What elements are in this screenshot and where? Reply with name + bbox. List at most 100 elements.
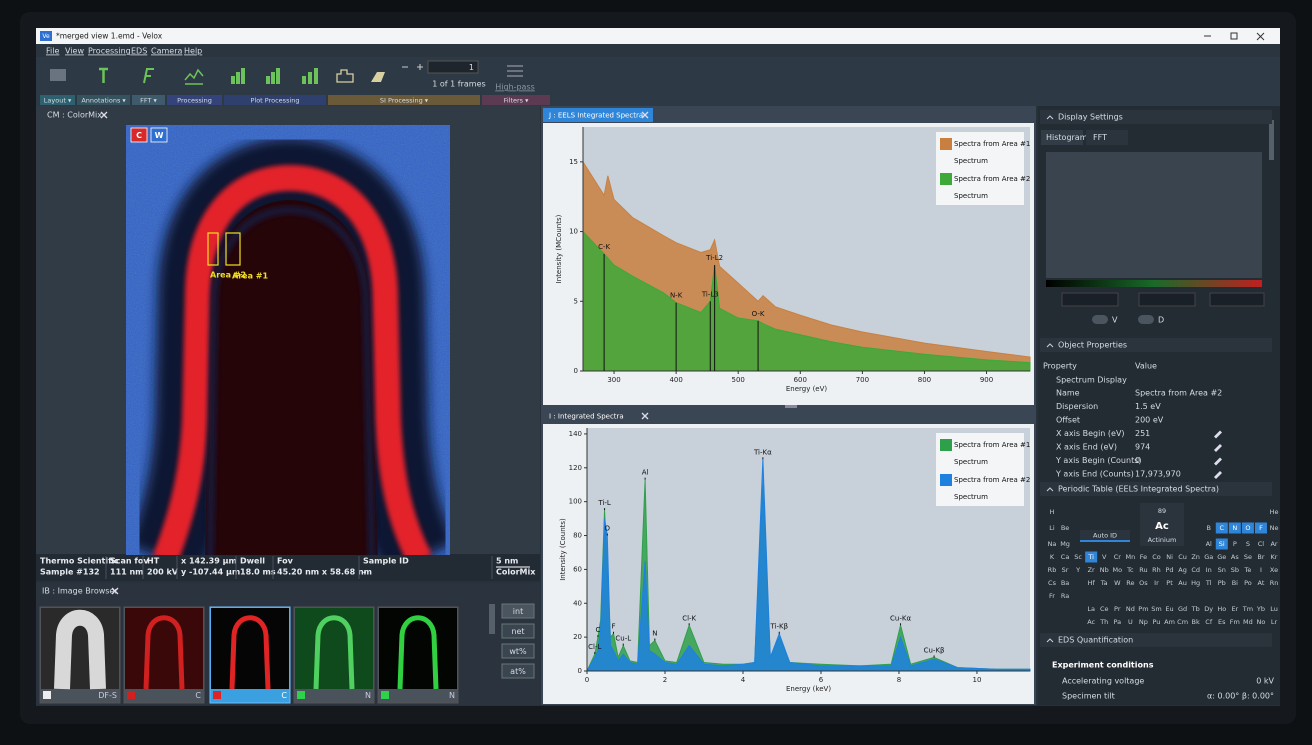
element[interactable]: Y [1075, 566, 1080, 574]
element[interactable]: Pa [1113, 618, 1121, 626]
element[interactable]: Ar [1270, 540, 1277, 548]
tool-icon[interactable] [271, 72, 275, 84]
element[interactable]: K [1050, 553, 1055, 561]
element[interactable]: Pm [1138, 605, 1148, 613]
input-field[interactable] [1210, 293, 1264, 306]
element[interactable]: Co [1152, 553, 1161, 561]
scrollbar[interactable] [489, 604, 495, 634]
element[interactable]: At [1258, 579, 1265, 587]
element[interactable]: Ir [1154, 579, 1159, 587]
element[interactable]: Pr [1114, 605, 1121, 613]
element[interactable]: Br [1257, 553, 1264, 561]
element[interactable]: Am [1164, 618, 1175, 626]
element[interactable]: Tm [1242, 605, 1253, 613]
element[interactable]: As [1231, 553, 1239, 561]
element[interactable]: In [1206, 566, 1212, 574]
element[interactable]: Ni [1166, 553, 1173, 561]
element[interactable]: Sr [1062, 566, 1069, 574]
element[interactable]: Nb [1100, 566, 1109, 574]
element[interactable]: Rb [1048, 566, 1057, 574]
element[interactable]: Tc [1126, 566, 1134, 574]
element[interactable]: Hg [1191, 579, 1200, 587]
element[interactable]: F [1259, 524, 1263, 532]
tool-icon[interactable] [50, 69, 66, 81]
tool-icon[interactable] [302, 76, 306, 84]
element[interactable]: Xe [1270, 566, 1278, 574]
element[interactable]: Ru [1139, 566, 1147, 574]
element[interactable]: Sc [1074, 553, 1082, 561]
element[interactable]: O [1245, 524, 1250, 532]
element[interactable]: Pu [1153, 618, 1161, 626]
element[interactable]: Be [1061, 524, 1069, 532]
element[interactable]: Pd [1166, 566, 1174, 574]
tool-icon[interactable] [231, 76, 235, 84]
element[interactable]: Gd [1178, 605, 1187, 613]
element[interactable]: Ho [1217, 605, 1226, 613]
element[interactable]: Re [1126, 579, 1134, 587]
element[interactable]: Ga [1204, 553, 1213, 561]
panel-tab[interactable]: CM : ColorMix [47, 111, 102, 120]
scrollbar[interactable] [1269, 120, 1274, 160]
element[interactable]: I [1260, 566, 1262, 574]
element[interactable]: Rn [1270, 579, 1279, 587]
element[interactable]: Po [1244, 579, 1252, 587]
element[interactable]: Np [1139, 618, 1148, 626]
element[interactable]: Si [1219, 540, 1225, 548]
tool-icon[interactable] [266, 76, 270, 84]
element[interactable]: H [1050, 508, 1055, 516]
element[interactable]: Bk [1192, 618, 1200, 626]
element[interactable]: C [1220, 524, 1225, 532]
element[interactable]: He [1270, 508, 1279, 516]
toggle[interactable] [1092, 315, 1108, 324]
element[interactable]: Th [1099, 618, 1108, 626]
element[interactable]: Sm [1151, 605, 1161, 613]
element[interactable]: Ra [1061, 592, 1069, 600]
element[interactable]: Lr [1271, 618, 1278, 626]
element[interactable]: Pb [1218, 579, 1226, 587]
element[interactable]: Se [1244, 553, 1252, 561]
element[interactable]: Cd [1191, 566, 1200, 574]
menu-item[interactable]: View [65, 47, 84, 56]
element[interactable]: Es [1218, 618, 1226, 626]
element[interactable]: Au [1178, 579, 1187, 587]
section-title[interactable]: Object Properties [1058, 341, 1127, 350]
element[interactable]: Ac [1087, 618, 1095, 626]
element[interactable]: Eu [1165, 605, 1173, 613]
element[interactable]: Ne [1270, 524, 1279, 532]
section-title[interactable]: Display Settings [1058, 113, 1123, 122]
element[interactable]: P [1233, 540, 1237, 548]
element[interactable]: Tl [1205, 579, 1212, 587]
element[interactable]: Cf [1205, 618, 1213, 626]
element[interactable]: Cl [1258, 540, 1265, 548]
element[interactable]: La [1087, 605, 1095, 613]
filter-label[interactable]: High-pass [495, 83, 535, 92]
element[interactable]: B [1206, 524, 1210, 532]
element[interactable]: Ba [1061, 579, 1069, 587]
element[interactable]: Fm [1230, 618, 1240, 626]
element[interactable]: Mo [1113, 566, 1123, 574]
element[interactable]: U [1128, 618, 1133, 626]
element[interactable]: Te [1243, 566, 1251, 574]
tool-icon[interactable] [236, 72, 240, 84]
section-title[interactable]: Periodic Table (EELS Integrated Spectra) [1058, 485, 1219, 494]
element[interactable]: Al [1206, 540, 1212, 548]
element[interactable]: Cm [1177, 618, 1188, 626]
element[interactable]: Nd [1126, 605, 1135, 613]
element[interactable]: Ge [1217, 553, 1226, 561]
element[interactable]: Li [1049, 524, 1055, 532]
tool-icon[interactable] [308, 72, 312, 84]
element[interactable]: Fr [1049, 592, 1055, 600]
element[interactable]: Hf [1088, 579, 1096, 587]
element[interactable]: Ti [1087, 553, 1094, 561]
element[interactable]: No [1257, 618, 1266, 626]
menu-item[interactable]: EDS [131, 47, 147, 56]
element[interactable]: Md [1243, 618, 1253, 626]
element[interactable]: Dy [1204, 605, 1213, 613]
element[interactable]: V [1102, 553, 1107, 561]
tool-icon[interactable] [276, 68, 280, 84]
menu-item[interactable]: Processing [88, 47, 131, 56]
element[interactable]: W [1114, 579, 1121, 587]
element[interactable]: Er [1231, 605, 1238, 613]
tool-icon[interactable] [314, 68, 318, 84]
element[interactable]: Bi [1232, 579, 1238, 587]
